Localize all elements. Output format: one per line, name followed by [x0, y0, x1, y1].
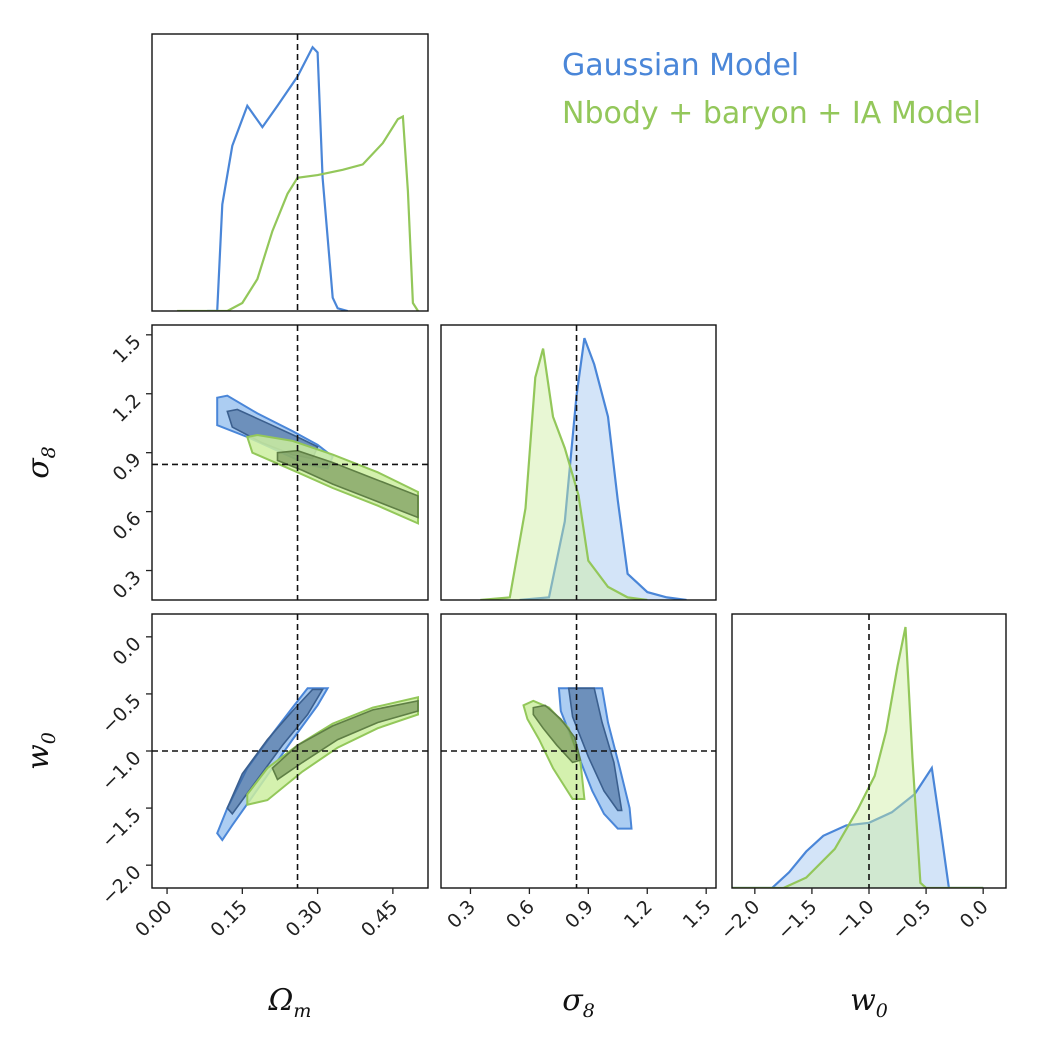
y-tick-label-1-2: 0.9 [109, 449, 146, 486]
marginal-line-0-nbody-baryon-ia-model [177, 114, 419, 311]
marginal-frame-0 [151, 33, 429, 312]
x-axis-label-sigma-8: σ8 [562, 983, 595, 1022]
contour-panel-1 [152, 614, 428, 888]
x-tick-label-2-2: −1.0 [830, 896, 878, 944]
plot-layer: 0.00 0.15 0.30 0.45 0.3 0.6 0.9 1.2 1.5 −2.0 −1.5−… [21, 33, 1007, 1022]
y-axis-label-w0: w0 [21, 732, 60, 770]
y-tick-label-2-0: −2.0 [97, 861, 145, 909]
x-tick-label-1-2: 0.9 [561, 896, 598, 933]
x-tick-label-1-1: 0.6 [502, 896, 539, 933]
y-tick-label-1-0: 0.3 [109, 567, 146, 604]
x-tick-label-1-3: 1.2 [620, 896, 657, 933]
marginal-line-2-nbody-baryon-ia-model [732, 626, 984, 888]
marginal-panel-2 [732, 614, 984, 888]
contour-panel-2 [441, 614, 716, 888]
x-tick-label-0-3: 0.45 [357, 896, 402, 941]
marginal-fill-2-nbody-baryon-ia-model [732, 627, 984, 888]
y-axis-label-sigma-8: σ8 [21, 446, 60, 479]
marginal-line-2-gaussian-model [732, 764, 984, 888]
contour-inner-0-nbody-baryon-ia-model [276, 449, 419, 519]
contour-frame-2 [440, 613, 717, 889]
x-axis-label-omega-m: Ωm [268, 983, 312, 1022]
y-tick-label-1-4: 1.5 [109, 331, 146, 368]
contour-frame-0 [151, 324, 429, 601]
x-tick-label-0-0: 0.00 [131, 896, 176, 941]
marginal-fill-1-gaussian-model [519, 338, 687, 600]
contour-panel-0 [152, 325, 428, 600]
x-axis-label-w0: w0 [850, 983, 888, 1022]
marginal-panel-0 [177, 34, 419, 311]
legend-nbody-model: Nbody + baryon + IA Model [562, 96, 981, 131]
marginal-frame-1 [440, 324, 717, 601]
marginal-line-1-nbody-baryon-ia-model [480, 348, 648, 600]
contour-inner-1-nbody-baryon-ia-model [271, 699, 419, 781]
x-tick-label-2-3: −0.5 [887, 896, 935, 944]
x-tick-label-2-0: −2.0 [716, 896, 764, 944]
y-tick-label-1-3: 1.2 [109, 390, 146, 427]
y-tick-label-2-2: −1.0 [97, 747, 145, 795]
x-tick-label-2-4: 0.0 [956, 896, 993, 933]
contour-inner-2-nbody-baryon-ia-model [532, 704, 582, 764]
marginal-panel-1 [480, 325, 687, 600]
x-tick-label-1-4: 1.5 [679, 896, 716, 933]
y-tick-label-2-1: −1.5 [97, 804, 145, 852]
y-tick-label-2-3: −0.5 [97, 690, 145, 738]
marginal-fill-1-nbody-baryon-ia-model [480, 348, 648, 600]
marginal-fill-2-gaussian-model [732, 768, 984, 888]
contour-inner-2-gaussian-model [567, 687, 623, 812]
legend: Gaussian Model Nbody + baryon + IA Model [562, 48, 981, 131]
marginal-line-1-gaussian-model [519, 337, 687, 600]
y-tick-label-2-4: 0.0 [109, 633, 146, 670]
legend-gaussian-model: Gaussian Model [562, 48, 799, 83]
y-tick-label-1-1: 0.6 [109, 508, 146, 545]
x-tick-label-0-2: 0.30 [282, 896, 327, 941]
x-tick-label-2-1: −1.5 [773, 896, 821, 944]
marginal-line-0-gaussian-model [207, 45, 348, 311]
x-tick-label-0-1: 0.15 [206, 896, 251, 941]
x-tick-label-1-0: 0.3 [443, 896, 480, 933]
